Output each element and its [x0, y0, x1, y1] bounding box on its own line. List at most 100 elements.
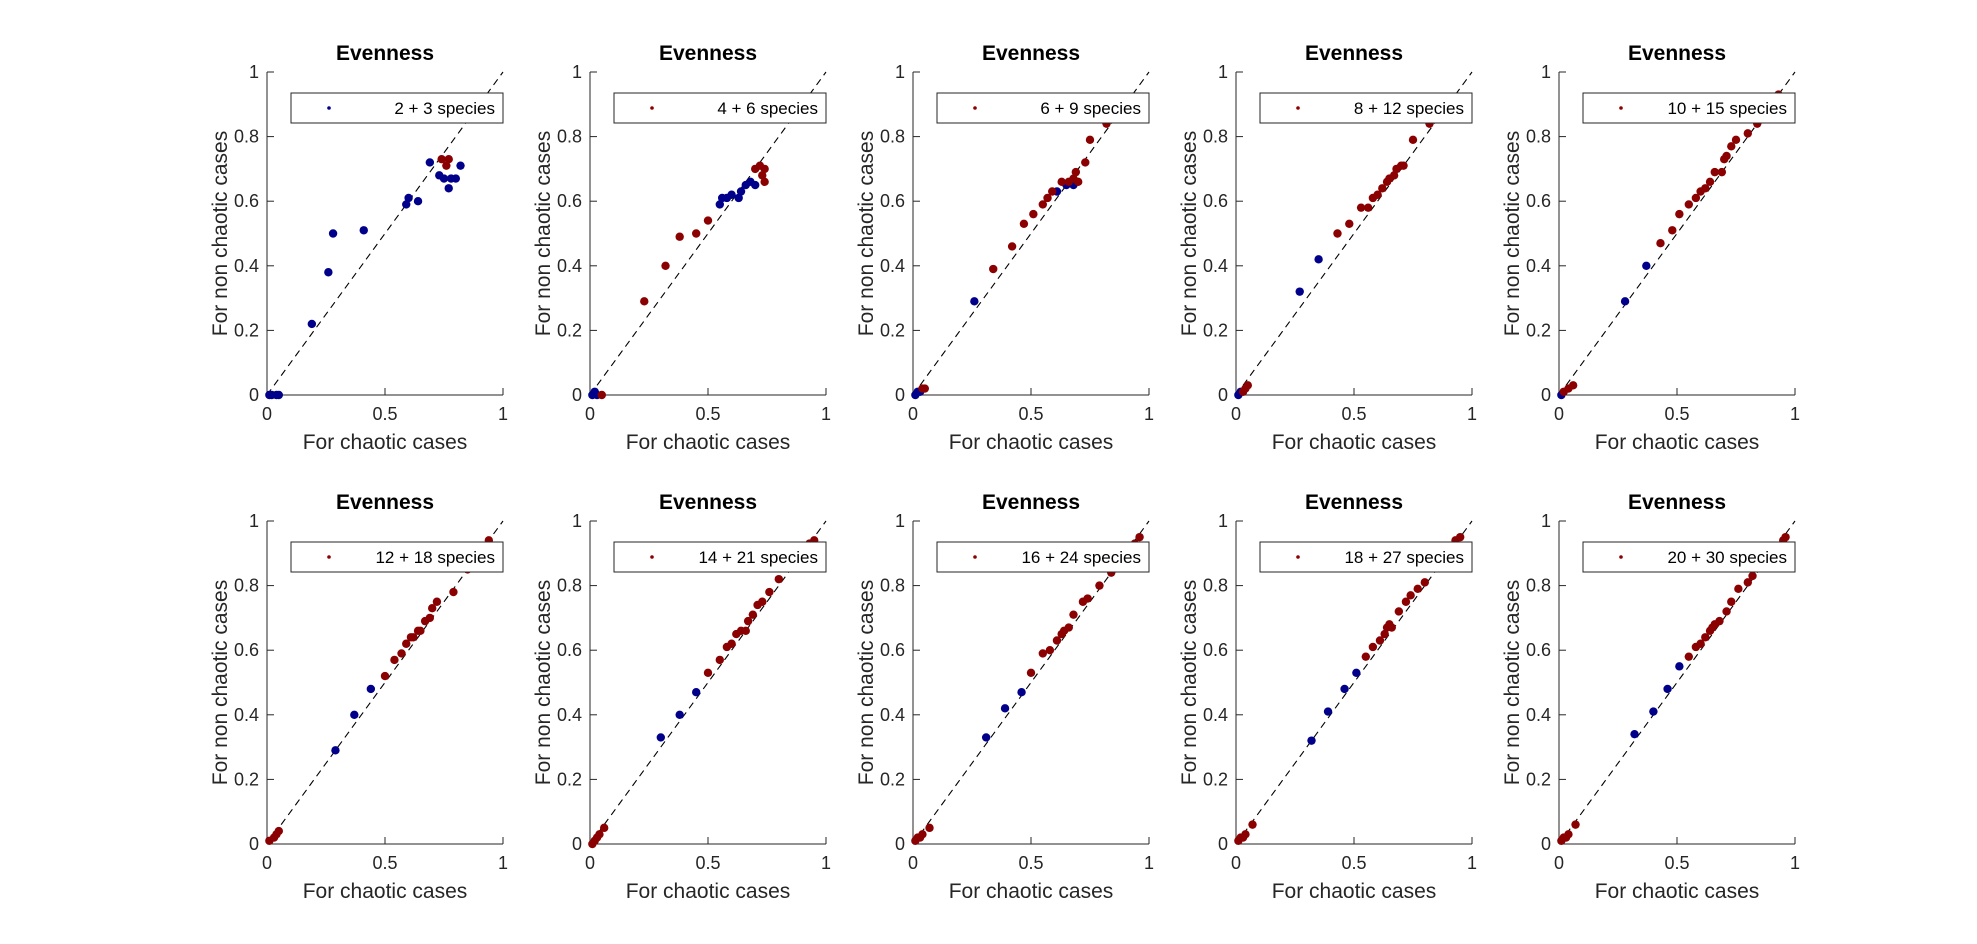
- data-point: [1696, 639, 1705, 648]
- data-point: [425, 613, 435, 623]
- data-point: [1684, 200, 1694, 209]
- y-axis-label: For non chaotic cases: [1501, 580, 1524, 785]
- y-tick-label: 0.6: [1203, 191, 1228, 211]
- legend: 8 + 12 species: [1259, 92, 1473, 124]
- subplot-title: Evenness: [659, 42, 757, 65]
- data-point: [416, 626, 425, 636]
- reference-line: [589, 520, 827, 845]
- legend: 10 + 15 species: [1582, 92, 1796, 124]
- data-point: [1135, 532, 1144, 542]
- data-point: [444, 184, 453, 193]
- data-point: [1408, 135, 1418, 145]
- y-tick-label: 0: [895, 385, 905, 405]
- x-tick-label: 0: [1554, 853, 1564, 873]
- legend-label: 14 + 21 species: [698, 548, 818, 567]
- reference-line: [266, 71, 504, 396]
- data-point: [1007, 242, 1017, 251]
- legend-label: 18 + 27 species: [1344, 548, 1464, 567]
- data-point: [760, 177, 769, 187]
- data-point: [380, 671, 390, 681]
- data-point: [1564, 830, 1573, 839]
- subplot-title: Evenness: [1628, 491, 1726, 514]
- data-point: [734, 193, 743, 203]
- y-axis-label: For non chaotic cases: [532, 131, 555, 336]
- legend-label: 8 + 12 species: [1354, 99, 1464, 118]
- legend-marker: [1619, 555, 1623, 559]
- subplot-title: Evenness: [1628, 42, 1726, 65]
- data-point: [1401, 597, 1411, 606]
- x-tick-label: 1: [1144, 404, 1154, 424]
- x-tick-label: 0: [585, 404, 595, 424]
- x-tick-label: 0.5: [695, 404, 720, 424]
- reference-line: [1558, 71, 1796, 396]
- reference-line: [1235, 71, 1473, 396]
- data-point: [1295, 287, 1304, 296]
- x-tick-label: 1: [1790, 853, 1800, 873]
- data-point: [274, 826, 283, 836]
- data-point: [741, 626, 750, 636]
- y-tick-label: 0.4: [1203, 705, 1228, 725]
- y-tick-label: 0.2: [880, 320, 905, 340]
- data-point: [1340, 684, 1349, 694]
- y-tick-label: 1: [1541, 62, 1551, 82]
- legend-marker: [650, 106, 654, 110]
- data-point: [435, 171, 444, 180]
- y-tick-label: 0.4: [1526, 705, 1551, 725]
- y-tick-label: 0.8: [557, 576, 582, 596]
- data-point: [1069, 610, 1078, 619]
- y-tick-label: 0.2: [1203, 769, 1228, 789]
- y-tick-label: 0.2: [234, 769, 259, 789]
- legend-box: [613, 541, 827, 573]
- y-tick-label: 0.2: [1526, 320, 1551, 340]
- y-tick-label: 0.8: [880, 576, 905, 596]
- y-tick-label: 0: [1541, 385, 1551, 405]
- y-tick-label: 1: [1218, 511, 1228, 531]
- y-tick-label: 1: [572, 62, 582, 82]
- x-tick-label: 0.5: [372, 853, 397, 873]
- x-tick-label: 0.5: [1341, 404, 1366, 424]
- x-tick-label: 0.5: [695, 853, 720, 873]
- data-point: [970, 297, 979, 306]
- y-tick-label: 0.8: [1526, 127, 1551, 147]
- y-tick-label: 0: [1218, 834, 1228, 854]
- y-axis-label: For non chaotic cases: [209, 580, 232, 785]
- y-axis-label: For non chaotic cases: [532, 580, 555, 785]
- data-point: [1019, 219, 1029, 229]
- legend-box: [936, 92, 1150, 124]
- legend: 16 + 24 species: [936, 541, 1150, 573]
- data-point: [1675, 662, 1684, 671]
- data-point: [1095, 581, 1104, 590]
- legend-marker: [327, 555, 331, 559]
- y-tick-label: 0.6: [1526, 191, 1551, 211]
- legend-label: 6 + 9 species: [1040, 99, 1141, 118]
- y-tick-label: 0.2: [1203, 320, 1228, 340]
- data-point: [350, 710, 359, 719]
- y-axis-label: For non chaotic cases: [1178, 580, 1201, 785]
- x-axis-label: For chaotic cases: [949, 880, 1114, 903]
- data-point: [1743, 578, 1753, 587]
- x-axis-label: For chaotic cases: [1272, 431, 1437, 454]
- data-point: [1368, 642, 1378, 652]
- y-tick-label: 0: [1218, 385, 1228, 405]
- legend-marker: [1296, 555, 1300, 559]
- subplot-8: Evenness 0 0.5 1 0 0.2 0.4 0.6 0.8 1 For chaotic c…: [855, 491, 1154, 903]
- data-point: [451, 174, 460, 183]
- x-axis-label: For chaotic cases: [303, 880, 468, 903]
- legend-label: 2 + 3 species: [394, 99, 495, 118]
- reference-line: [912, 520, 1150, 845]
- y-tick-label: 0.4: [1203, 256, 1228, 276]
- data-point: [359, 226, 368, 235]
- x-tick-label: 1: [498, 853, 508, 873]
- data-point: [1241, 830, 1250, 839]
- y-tick-label: 0.8: [1526, 576, 1551, 596]
- data-point: [715, 655, 724, 665]
- data-point: [1456, 532, 1465, 542]
- data-point: [758, 597, 767, 606]
- x-axis-label: For chaotic cases: [1595, 880, 1760, 903]
- data-point: [675, 232, 684, 241]
- y-tick-label: 0: [249, 385, 259, 405]
- data-point: [727, 190, 736, 199]
- data-point: [1074, 177, 1083, 187]
- data-point: [1399, 161, 1408, 170]
- data-point: [1323, 707, 1333, 716]
